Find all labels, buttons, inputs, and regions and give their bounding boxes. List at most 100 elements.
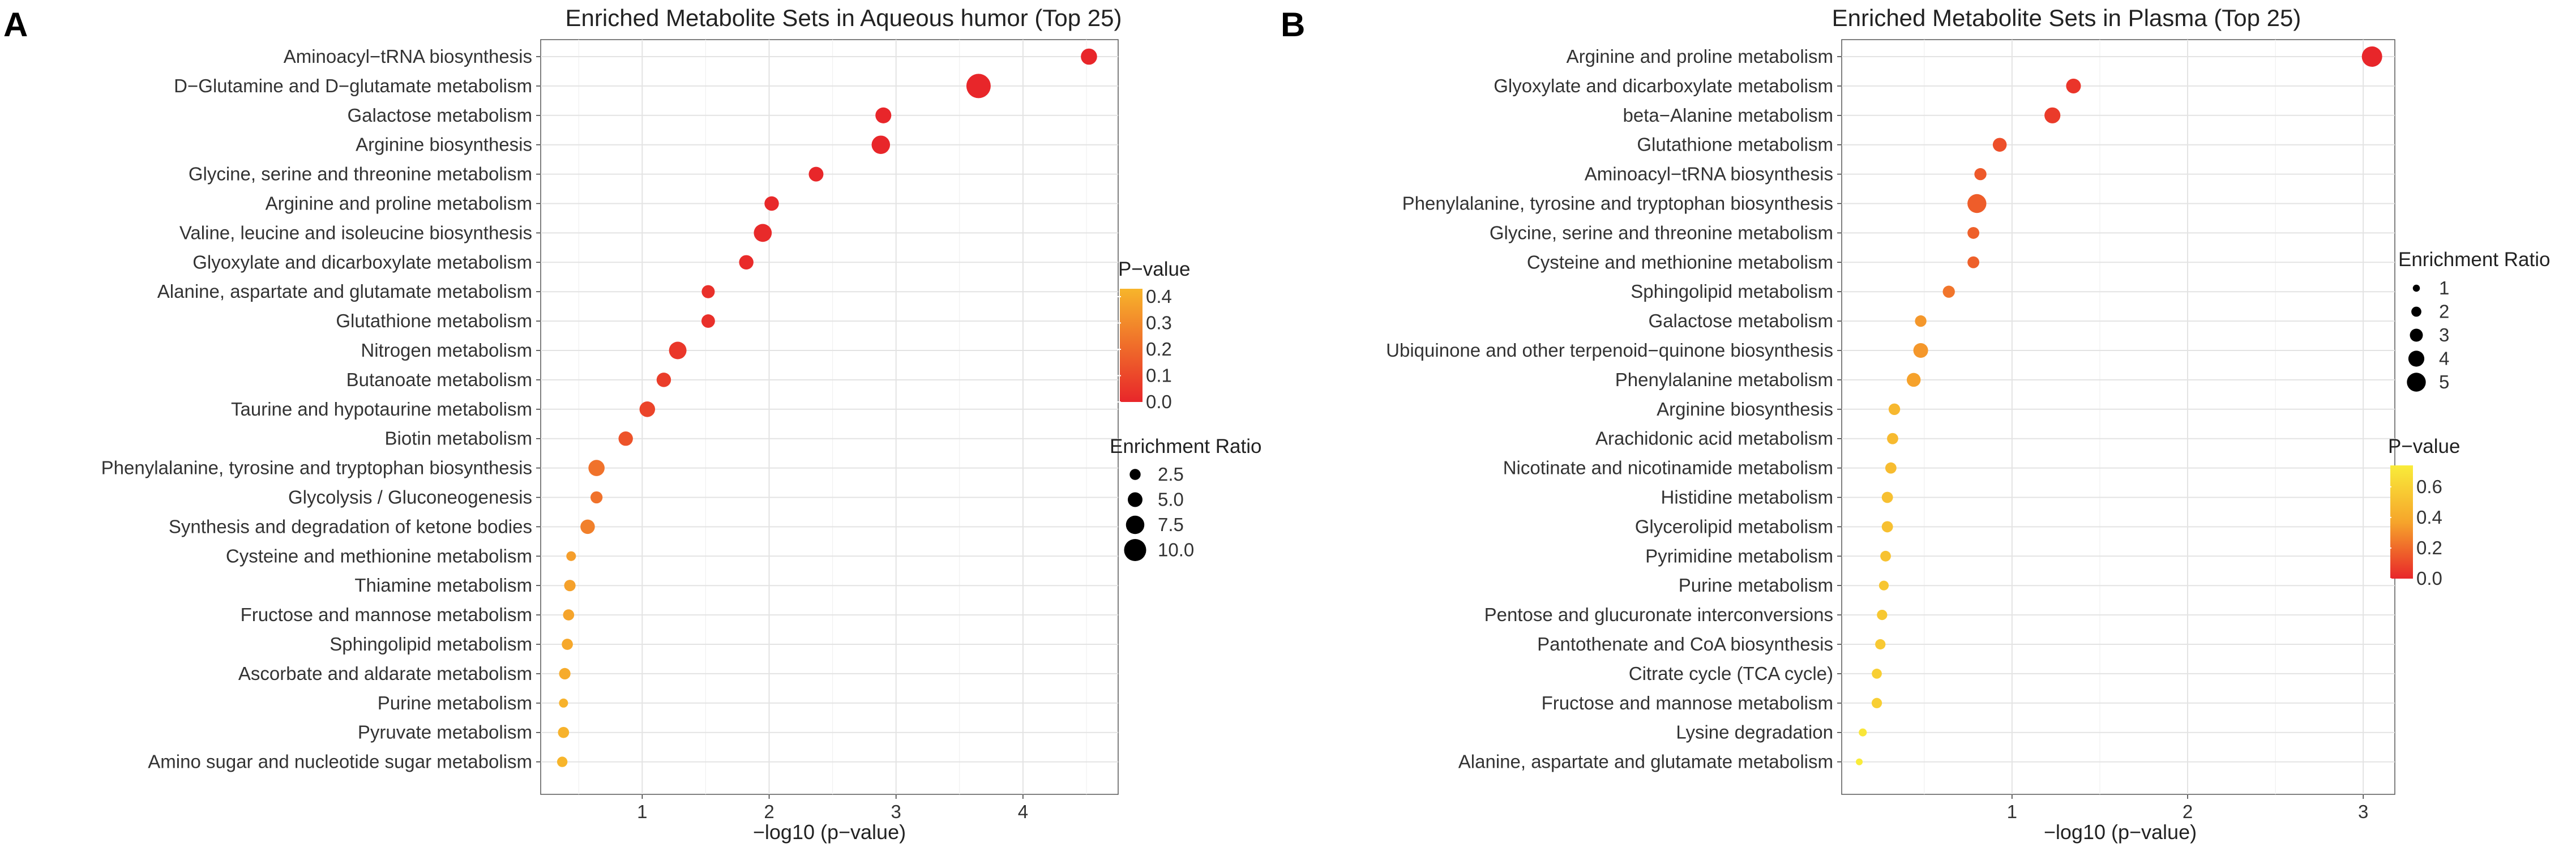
data-point xyxy=(1992,138,2007,152)
data-point xyxy=(1967,194,1987,213)
x-tick-label: 3 xyxy=(891,801,901,822)
category-label: Histidine metabolism xyxy=(1661,487,1833,508)
colorbar-label: 0.3 xyxy=(1146,312,1172,333)
data-point xyxy=(1881,491,1893,503)
panel-a-colorbar xyxy=(1120,289,1142,402)
category-label: Fructose and mannose metabolism xyxy=(1542,692,1833,713)
category-label: Arachidonic acid metabolism xyxy=(1595,428,1833,449)
category-label: Glycine, serine and threonine metabolism xyxy=(1490,222,1833,243)
category-label: Galactose metabolism xyxy=(1649,310,1833,331)
category-label: Arginine biosynthesis xyxy=(1657,399,1833,420)
size-legend-label: 2 xyxy=(2439,301,2449,322)
x-tick-label: 4 xyxy=(1018,801,1028,822)
category-label: Phenylalanine metabolism xyxy=(1615,369,1833,390)
panel-b-points xyxy=(1856,46,2382,765)
data-point xyxy=(1913,343,1928,358)
data-point xyxy=(1906,373,1921,387)
size-legend-dot xyxy=(2410,328,2423,342)
category-label: Pentose and glucuronate interconversions xyxy=(1484,604,1833,625)
category-label: Arginine and proline metabolism xyxy=(266,193,532,214)
panel-a-category-labels: Aminoacyl−tRNA biosynthesis D−Glutamine a… xyxy=(101,46,541,772)
category-label: Lysine degradation xyxy=(1676,722,1833,743)
category-label: Phenylalanine, tyrosine and tryptophan b… xyxy=(1402,193,1833,214)
data-point xyxy=(875,107,892,123)
x-tick-label: 1 xyxy=(637,801,647,822)
category-label: Cysteine and methionine metabolism xyxy=(1527,251,1833,272)
data-point xyxy=(1875,639,1886,650)
x-tick-label: 3 xyxy=(2358,801,2368,822)
data-point xyxy=(1888,403,1901,415)
category-label: Aminoacyl−tRNA biosynthesis xyxy=(1585,164,1833,185)
data-point xyxy=(754,224,772,242)
panel-a-legend-pvalue-title: P−value xyxy=(1118,258,1190,280)
panel-b: B Enriched Metabolite Sets in Plasma (To… xyxy=(1281,5,2550,844)
panel-b-colorbar xyxy=(2390,465,2413,579)
category-label: Nitrogen metabolism xyxy=(361,340,532,361)
category-label: Galactose metabolism xyxy=(348,105,532,126)
data-point xyxy=(564,580,576,592)
data-point xyxy=(1885,462,1897,474)
panel-b-category-labels: Arginine and proline metabolism Glyoxylat… xyxy=(1386,46,1842,772)
data-point xyxy=(2361,46,2382,67)
panel-b-legend-pvalue-title: P−value xyxy=(2388,435,2460,457)
data-point xyxy=(639,401,656,417)
category-label: Nicotinate and nicotinamide metabolism xyxy=(1503,457,1833,478)
data-point xyxy=(562,639,573,650)
data-point xyxy=(588,460,605,476)
category-label: Glyoxylate and dicarboxylate metabolism xyxy=(1494,75,1833,96)
data-point xyxy=(2066,78,2081,93)
data-point xyxy=(1877,609,1888,621)
size-legend-label: 2.5 xyxy=(1158,464,1184,485)
panel-a-legend-pvalue: P−value 0.4 0.3 0.2 0.1 0.0 xyxy=(1118,258,1190,412)
category-label: Pyrimidine metabolism xyxy=(1645,545,1833,566)
panel-b-x-axis-label: −log10 (p−value) xyxy=(2044,820,2197,844)
panel-a-points xyxy=(557,48,1097,767)
panel-a-plot-area xyxy=(540,39,1119,795)
panel-a-x-ticks: 1 2 3 4 xyxy=(637,794,1028,822)
colorbar-label: 0.2 xyxy=(2416,537,2442,558)
size-legend-dot xyxy=(1128,492,1142,507)
panel-a-legend-size-title: Enrichment Ratio xyxy=(1110,435,1261,457)
panel-a-title: Enriched Metabolite Sets in Aqueous humo… xyxy=(566,5,1122,31)
panel-a: A Enriched Metabolite Sets in Aqueous hu… xyxy=(3,5,1261,844)
data-point xyxy=(1942,285,1955,298)
data-point xyxy=(2044,107,2061,123)
panel-a-x-axis-label: −log10 (p−value) xyxy=(753,820,906,844)
category-label: Valine, leucine and isoleucine biosynthe… xyxy=(179,222,532,243)
category-label: Aminoacyl−tRNA biosynthesis xyxy=(284,46,532,67)
panel-a-gridlines xyxy=(541,40,1118,794)
panel-b-gridlines xyxy=(1842,40,2395,794)
data-point xyxy=(1871,698,1882,708)
panel-a-legend-size-items: 2.5 5.0 7.5 10.0 xyxy=(1124,464,1194,562)
category-label: Biotin metabolism xyxy=(385,428,532,449)
category-label: Amino sugar and nucleotide sugar metabol… xyxy=(148,751,532,772)
category-label: D−Glutamine and D−glutamate metabolism xyxy=(174,75,532,96)
colorbar-label: 0.6 xyxy=(2416,476,2442,497)
category-label: Ascorbate and aldarate metabolism xyxy=(238,663,532,684)
data-point xyxy=(590,491,603,504)
panel-b-legend-size-title: Enrichment Ratio xyxy=(2398,249,2550,271)
size-legend-dot xyxy=(1126,515,1145,534)
data-point xyxy=(701,314,715,328)
data-point xyxy=(1915,315,1927,327)
panel-a-letter: A xyxy=(3,6,28,44)
category-label: Arginine biosynthesis xyxy=(356,134,532,155)
data-point xyxy=(557,756,568,767)
data-point xyxy=(871,135,891,154)
panel-b-legend-pvalue: P−value 0.6 0.4 0.2 0.0 xyxy=(2388,435,2460,589)
panel-b-plot-area xyxy=(1841,39,2395,795)
colorbar-label: 0.0 xyxy=(1146,391,1172,412)
size-legend-dot xyxy=(1124,538,1146,562)
data-point xyxy=(558,726,570,738)
size-legend-label: 10.0 xyxy=(1158,540,1194,561)
size-legend-dot xyxy=(2408,350,2425,367)
size-legend-label: 1 xyxy=(2439,277,2449,298)
category-label: Fructose and mannose metabolism xyxy=(241,604,532,625)
size-legend-dot xyxy=(2412,284,2420,292)
category-label: Ubiquinone and other terpenoid−quinone b… xyxy=(1386,340,1833,361)
data-point xyxy=(966,74,991,99)
category-label: Cysteine and methionine metabolism xyxy=(226,545,532,566)
data-point xyxy=(1872,669,1882,679)
category-label: Taurine and hypotaurine metabolism xyxy=(231,399,532,420)
